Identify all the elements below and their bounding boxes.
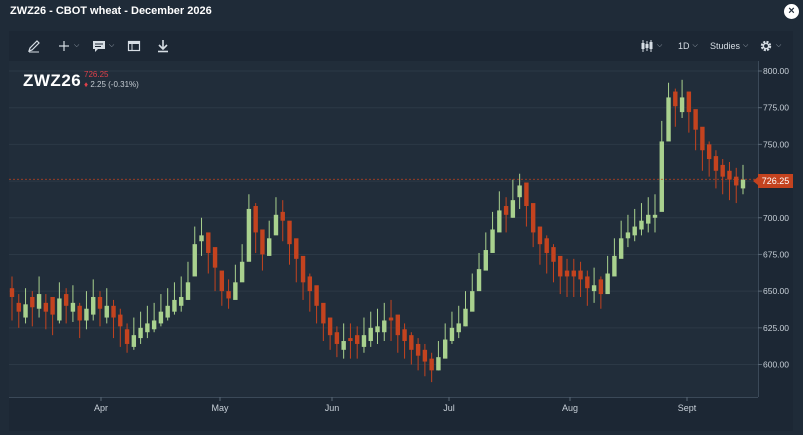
quote-change: ♦ 2.25 (-0.31%) [84,80,139,89]
studies-dropdown[interactable]: Studies ⌵ [710,38,748,54]
studies-label: Studies [710,41,741,51]
chevron-down-icon: ⌵ [74,42,80,49]
chevron-down-icon: ⌵ [109,42,115,49]
chevron-down-icon: ⌵ [743,42,749,49]
down-arrow-icon: ♦ [84,80,89,89]
change-value: 2.25 (-0.31%) [90,80,139,89]
chevron-down-icon: ⌵ [692,42,698,49]
candlestick-icon [640,39,654,53]
window-title: ZWZ26 - CBOT wheat - December 2026 [10,5,212,17]
pencil-icon [27,39,41,53]
interval-label: 1D [678,41,690,51]
download-icon [156,39,170,53]
chart-type-button[interactable]: ⌵ [640,38,662,54]
crosshair-button[interactable]: ⌵ [57,38,79,54]
close-button[interactable]: × [784,4,799,19]
crosshair-icon [57,39,71,53]
table-button[interactable] [127,38,141,54]
title-bar: ZWZ26 - CBOT wheat - December 2026 × [0,0,803,24]
price-axis[interactable] [758,61,793,397]
symbol-label: ZWZ26 [23,71,82,90]
comment-icon [92,39,106,53]
time-axis[interactable] [9,397,758,419]
comment-button[interactable]: ⌵ [92,38,114,54]
chevron-down-icon: ⌵ [776,42,782,49]
plot-area[interactable] [9,61,758,397]
quote-price: 726.25 [84,70,109,79]
draw-button[interactable] [27,38,41,54]
chart-toolbar: ⌵ ⌵ ⌵ 1D ⌵ Studies ⌵ ⌵ [9,31,793,61]
download-button[interactable] [156,38,170,54]
chevron-down-icon: ⌵ [657,42,663,49]
table-icon [127,39,141,53]
current-price-tag: 726.25 [753,174,793,188]
gear-icon [759,39,773,53]
settings-button[interactable]: ⌵ [759,38,781,54]
interval-dropdown[interactable]: 1D ⌵ [678,38,698,54]
